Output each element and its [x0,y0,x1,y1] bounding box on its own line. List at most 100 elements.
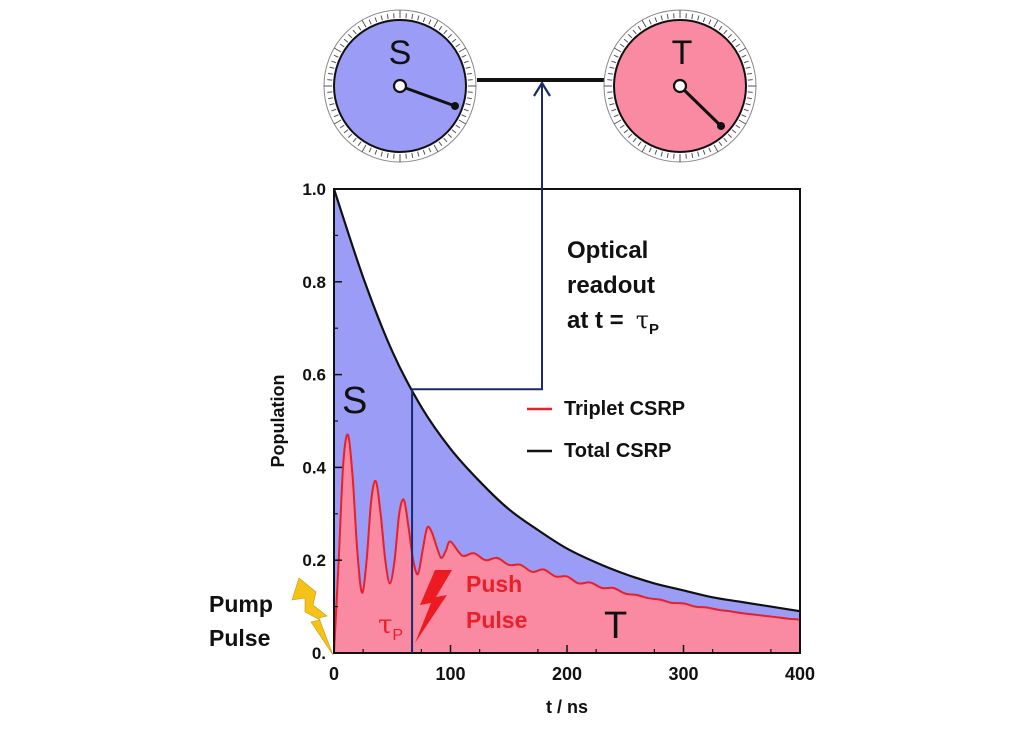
dial-tick [613,114,619,118]
triplet-clock-label: T [672,34,693,72]
dial-tick [331,60,337,64]
dial-tick [713,19,719,28]
dial-tick [609,66,615,69]
x-tick-label: 400 [785,664,815,684]
dial-tick [443,137,448,143]
dial-tick [697,151,700,157]
push-pulse-line1: Push [466,571,522,597]
dial-tick [611,60,617,64]
dial-tick [339,124,345,129]
x-tick-label: 100 [435,664,465,684]
dial-tick [718,25,723,31]
dial-tick [731,129,737,134]
dial-tick [417,151,420,157]
dial-tick [433,144,439,153]
dial-tick [697,15,700,21]
dial-tick [691,152,694,158]
dial-tick [466,97,472,100]
dial-tick [654,149,658,155]
dial-tick [718,141,723,147]
dial-tick [422,17,426,23]
dial-tick [348,34,353,39]
dial-tick [613,119,622,125]
optical-readout-tau: τ [636,306,649,334]
dial-tick [723,137,728,143]
dial-tick [619,124,625,129]
dial-tick [738,119,747,125]
optical-readout-line3: at t = τP [567,306,659,338]
dial-tick [637,141,642,147]
dial-tick [608,72,614,75]
dial-tick [352,29,357,35]
dial-tick [422,149,426,155]
dial-tick [463,108,469,112]
dial-tick [746,72,752,75]
dial-tick [708,147,712,153]
push-pulse-line2: Pulse [466,607,527,633]
dial-tick [654,17,658,23]
dial-tick [380,151,383,157]
dial-tick [611,108,617,112]
dial-tick [731,38,737,43]
dial-tick [328,72,334,75]
dial-tick [641,144,647,153]
singlet-region-label: S [342,380,367,422]
x-tick-label: 0 [329,664,339,684]
dial-tick [374,149,378,155]
y-axis-label: Population [268,375,288,468]
dial-tick [455,43,461,48]
singlet-clock-ticks [324,10,476,162]
triplet-clock-hand-tip [717,122,725,130]
dial-tick [619,43,625,48]
dial-tick [745,66,751,69]
tau-p-subscript: P [392,627,403,644]
dial-tick [461,114,467,118]
dial-tick [608,97,614,100]
y-axis: 0. 0.2 0.4 0.6 0.8 1.0 [302,180,342,663]
dial-tick [613,54,619,58]
dial-tick [743,60,749,64]
dial-tick [641,19,647,28]
y-tick-label: 0. [312,644,326,663]
pump-pulse-line2: Pulse [209,625,270,651]
x-axis: 0 100 200 300 400 [329,645,815,684]
dial-tick [455,124,461,129]
dial-tick [411,152,414,158]
dial-tick [368,19,372,25]
dial-tick [465,66,471,69]
dial-tick [386,152,389,158]
triplet-clock-ticks [604,10,756,162]
tau-p-symbol: τ [378,610,392,640]
dial-tick [702,149,706,155]
plot-area [332,188,801,654]
dial-tick [738,47,747,53]
dial-tick [333,119,342,125]
dial-tick [691,14,694,20]
dial-tick [329,66,335,69]
legend-label-total: Total CSRP [564,440,671,462]
dial-tick [352,137,357,143]
dial-tick [411,14,414,20]
dial-tick [613,47,622,53]
dial-tick [746,97,752,100]
dial-tick [735,43,741,48]
dial-tick [623,38,629,43]
dial-tick [443,29,448,35]
dial-tick [708,19,712,25]
dial-tick [463,60,469,64]
total-csrp-line [332,188,801,613]
dial-tick [632,29,637,35]
y-tick-label: 0.2 [302,551,326,570]
singlet-clock-pivot [392,78,408,94]
dial-tick [451,38,457,43]
total-csrp-area [334,189,800,653]
x-tick-label: 300 [668,664,698,684]
dial-tick [348,133,353,138]
dial-tick [368,147,372,153]
dial-tick [623,129,629,134]
dial-tick [428,147,432,153]
dial-tick [666,152,669,158]
dial-tick [343,38,349,43]
dial-tick [386,14,389,20]
dial-tick [428,19,432,25]
